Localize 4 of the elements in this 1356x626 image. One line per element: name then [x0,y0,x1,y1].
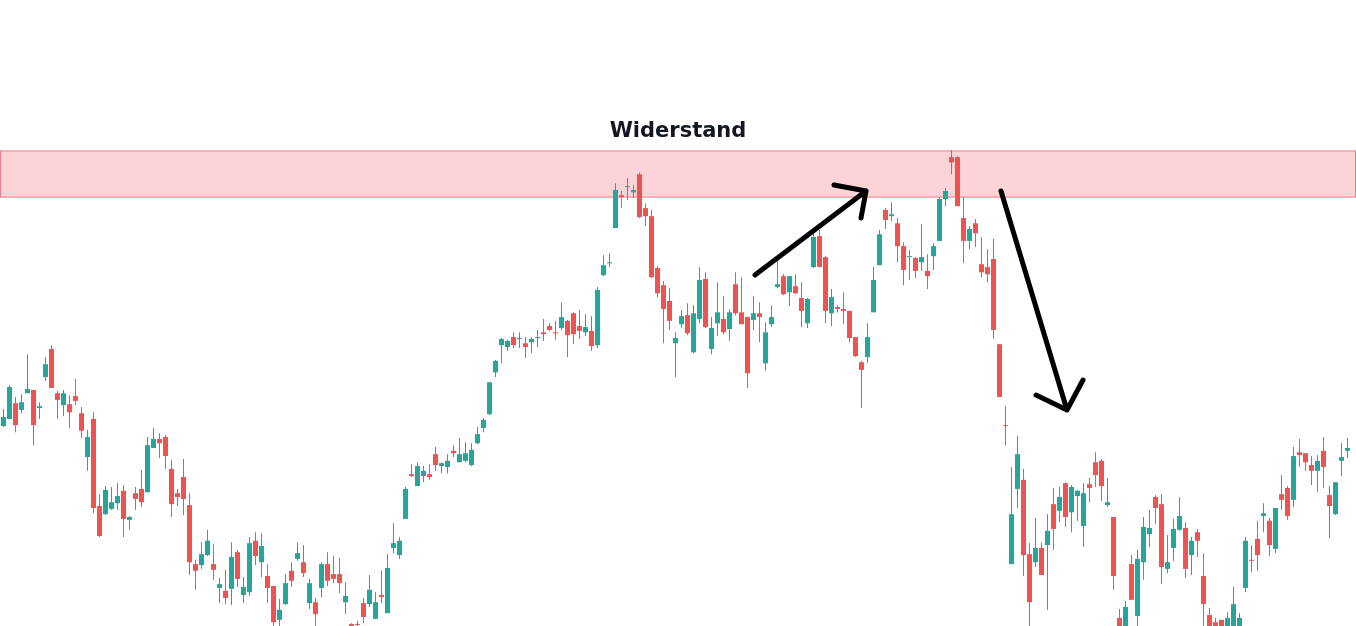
candlestick [1105,477,1110,507]
candlestick [625,178,630,200]
candlestick [25,354,30,394]
band-label: Widerstand [609,117,747,142]
